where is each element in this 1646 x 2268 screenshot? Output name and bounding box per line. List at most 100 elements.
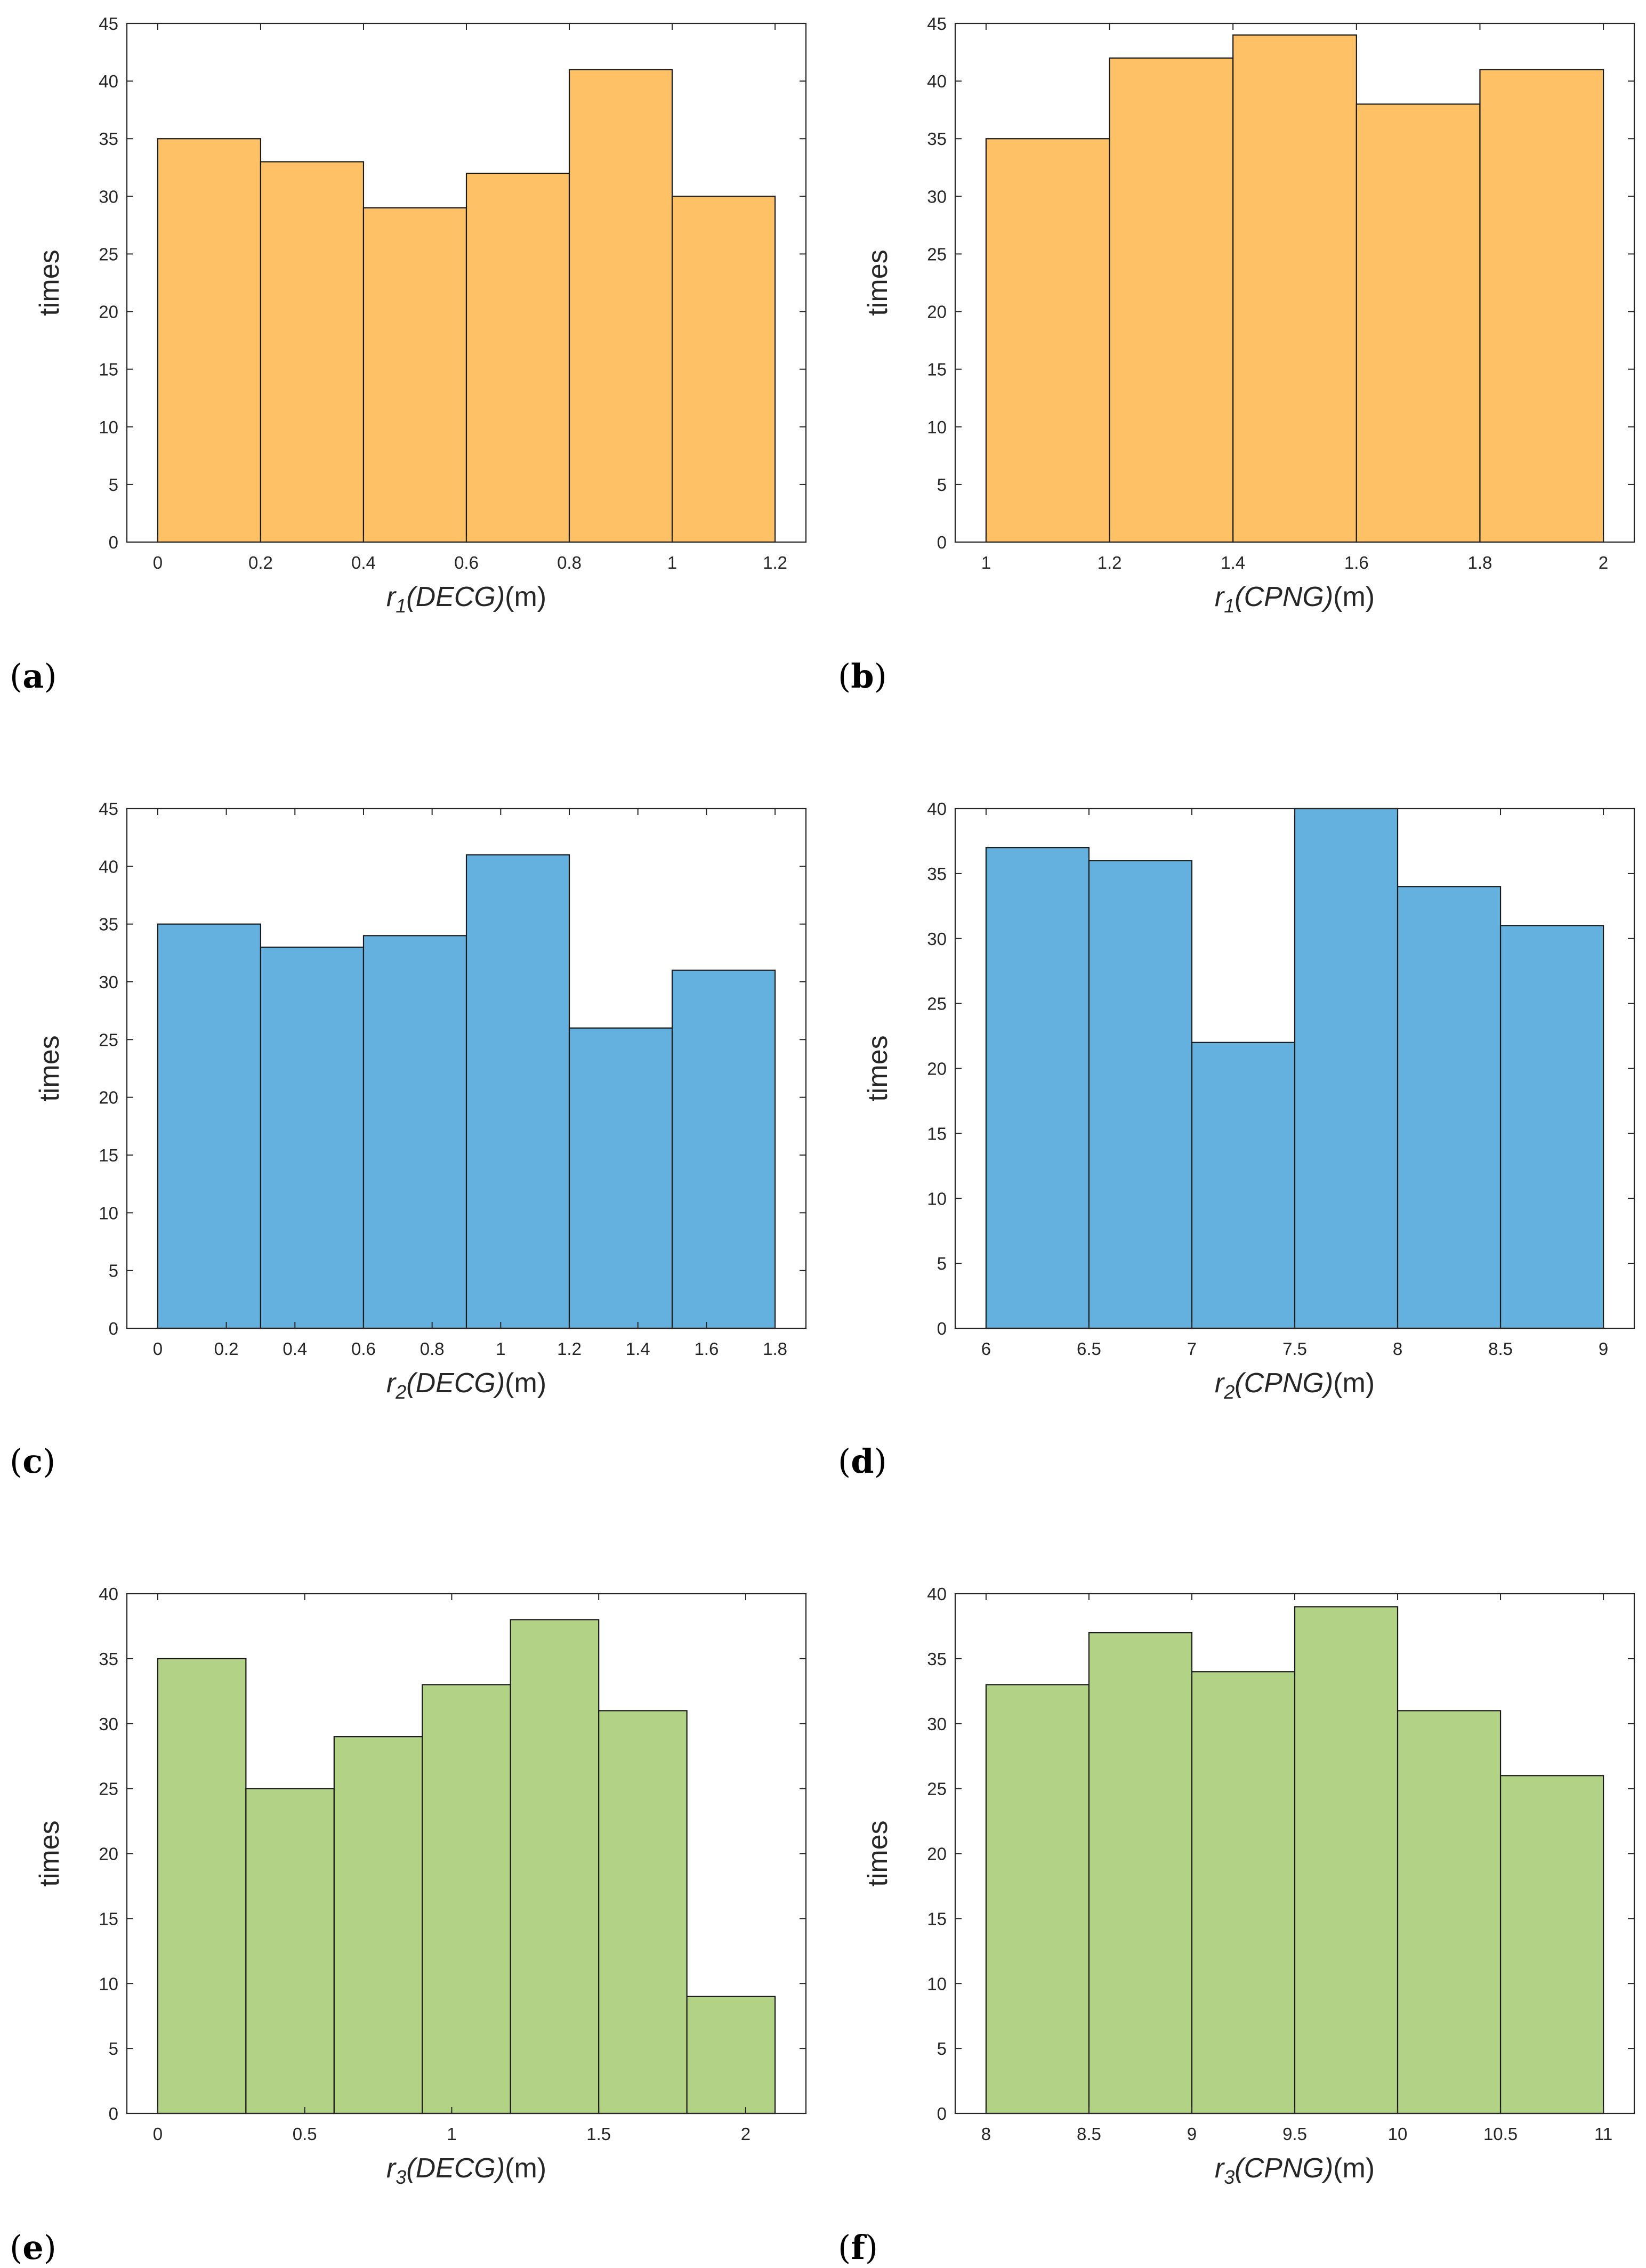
y-tick-label: 20: [927, 302, 947, 322]
x-axis-title-subscript: 3: [1224, 2166, 1234, 2188]
y-tick-label: 0: [937, 1319, 947, 1338]
x-tick-label: 1: [447, 2124, 456, 2144]
x-axis-title-subscript: 2: [1223, 1381, 1234, 1403]
histogram-bar: [1109, 57, 1234, 543]
x-tick-label: 1.6: [1344, 553, 1369, 572]
y-tick-label: 35: [927, 864, 947, 884]
x-axis-title-name: (DECG): [406, 1368, 505, 1399]
y-tick-label: 5: [937, 475, 947, 495]
x-tick-label: 10: [1388, 2124, 1408, 2144]
panel-label-open: (: [838, 2228, 851, 2267]
y-tick-label: 20: [927, 1059, 947, 1079]
chart-panel-c: 0 5 10 15 20 25 30 35 40 45 0 0.2 0.4 0.6 0.8 1 1.2 1.4 1.…: [10, 799, 807, 1481]
y-tick-label: 10: [99, 1974, 118, 1993]
y-tick-label: 45: [99, 14, 118, 34]
x-tick-label: 1: [496, 1339, 505, 1359]
x-tick-label: 0.6: [351, 1339, 376, 1359]
panel-label-close: ): [865, 2228, 878, 2267]
x-tick-label: 0: [153, 1339, 163, 1359]
y-tick-label: 35: [927, 1649, 947, 1669]
y-tick-label: 40: [927, 71, 947, 91]
panel-label-letter: b: [851, 657, 874, 696]
y-tick-label: 35: [99, 1649, 118, 1669]
x-tick-label: 8: [981, 2124, 991, 2144]
x-tick-label: 1.2: [557, 1339, 582, 1359]
histogram-bar: [260, 161, 365, 543]
y-tick-label: 0: [109, 1319, 118, 1338]
panel-label: (a): [10, 657, 57, 696]
x-tick-label: 0.6: [454, 553, 479, 572]
x-axis-title-subscript: 2: [395, 1381, 406, 1403]
y-tick-label: 25: [927, 244, 947, 264]
x-axis-title: r3(CPNG)(m): [1215, 2153, 1375, 2188]
y-tick-label: 0: [109, 532, 118, 552]
x-axis-title-symbol: r: [386, 2153, 397, 2184]
x-axis-title-unit: (m): [505, 1368, 546, 1399]
panel-label-open: (: [838, 657, 851, 696]
x-tick-label: 0.5: [293, 2124, 317, 2144]
panel-label-letter: e: [22, 2228, 43, 2267]
y-tick-label: 10: [927, 1974, 947, 1993]
histogram-bar: [1397, 886, 1502, 1329]
y-tick-label: 10: [99, 417, 118, 437]
histogram-bar: [1355, 103, 1481, 543]
y-tick-label: 40: [927, 1584, 947, 1604]
x-tick-label: 0.2: [248, 553, 273, 572]
histogram-bar: [671, 196, 776, 543]
panel-label-letter: c: [22, 1442, 43, 1481]
x-tick-label: 1: [667, 553, 677, 572]
x-axis-title-name: (DECG): [406, 2153, 505, 2184]
y-tick-label: 20: [99, 1088, 118, 1108]
x-axis-title-symbol: r: [386, 1368, 397, 1399]
x-tick-label: 9: [1187, 2124, 1197, 2144]
x-axis-title: r2(DECG)(m): [386, 1368, 546, 1403]
x-tick-label: 0.4: [283, 1339, 307, 1359]
panel-label: (f): [838, 2228, 878, 2267]
panel-label-open: (: [10, 657, 22, 696]
y-tick-label: 40: [927, 799, 947, 819]
y-tick-label: 30: [99, 972, 118, 992]
y-tick-label: 40: [99, 857, 118, 876]
histogram-bar: [1499, 925, 1604, 1329]
histogram-bar: [1479, 69, 1604, 543]
histogram-bar: [1191, 1042, 1296, 1329]
histogram-bar: [1499, 1775, 1604, 2114]
histogram-bar: [157, 138, 262, 543]
y-axis-title: times: [34, 1820, 65, 1886]
y-tick-label: 0: [109, 2104, 118, 2124]
histogram-bar: [260, 946, 365, 1329]
histogram-bar: [985, 847, 1090, 1329]
y-tick-label: 0: [937, 532, 947, 552]
panel-label-letter: f: [851, 2228, 867, 2267]
panel-label: (e): [10, 2228, 57, 2267]
histogram-bar: [686, 1996, 776, 2114]
x-axis-title: r2(CPNG)(m): [1215, 1368, 1375, 1403]
y-tick-label: 25: [927, 1779, 947, 1799]
panel-label-close: ): [874, 657, 887, 696]
y-tick-label: 40: [99, 1584, 118, 1604]
histogram-bar: [245, 1788, 335, 2114]
axes-box: [954, 22, 1635, 543]
x-tick-label: 0.2: [214, 1339, 239, 1359]
y-tick-label: 30: [927, 187, 947, 206]
x-tick-label: 7: [1187, 1339, 1197, 1359]
histogram-bar: [362, 935, 467, 1329]
y-tick-label: 15: [99, 1145, 118, 1165]
histogram-bar: [362, 207, 467, 543]
y-tick-label: 10: [99, 1203, 118, 1223]
histogram-bar: [598, 1710, 688, 2114]
x-axis-title-symbol: r: [1215, 2153, 1225, 2184]
histogram-bar: [422, 1684, 511, 2114]
y-tick-label: 5: [109, 475, 118, 495]
panel-label-close: ): [874, 1442, 887, 1481]
x-tick-label: 1.8: [1468, 553, 1492, 572]
y-tick-label: 0: [937, 2104, 947, 2124]
x-tick-label: 1.2: [763, 553, 787, 572]
x-tick-label: 10.5: [1483, 2124, 1518, 2144]
x-axis-title-unit: (m): [505, 2153, 546, 2184]
x-tick-label: 7.5: [1282, 1339, 1307, 1359]
histogram-bar: [568, 1027, 673, 1329]
y-tick-label: 40: [99, 71, 118, 91]
histogram-bar: [510, 1619, 600, 2114]
